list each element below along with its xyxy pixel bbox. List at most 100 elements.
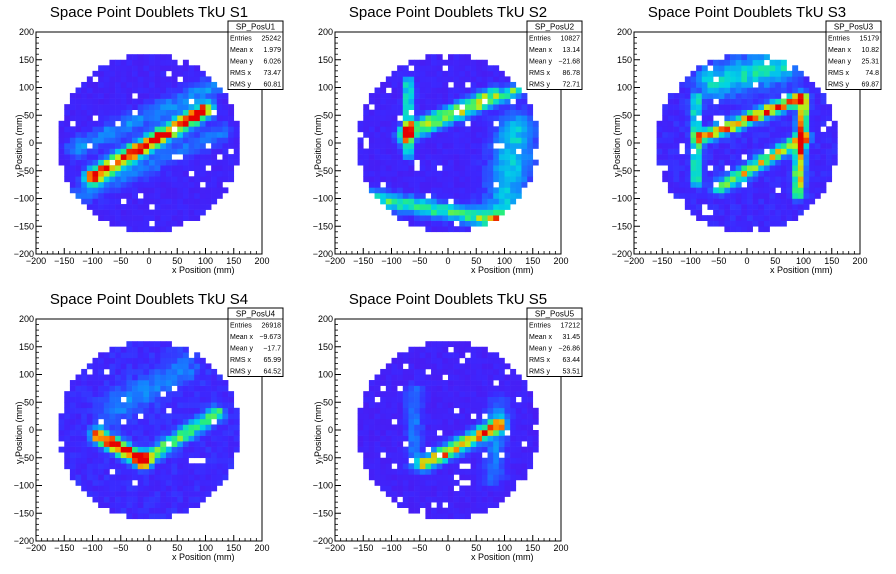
heatmap-bin xyxy=(510,463,517,470)
y-axis-title: y Position (mm) xyxy=(14,401,24,464)
heatmap-bin xyxy=(718,209,725,216)
heatmap-bin xyxy=(414,59,421,66)
heatmap-bin xyxy=(165,507,172,514)
heatmap-bin xyxy=(515,452,522,459)
heatmap-bin xyxy=(414,507,421,514)
heatmap-bin xyxy=(216,176,223,183)
heatmap-bin xyxy=(419,430,426,436)
heatmap-bin xyxy=(115,368,122,375)
heatmap-bin xyxy=(165,76,172,83)
heatmap-bin xyxy=(436,385,443,392)
heatmap-bin xyxy=(408,413,415,420)
heatmap-bin xyxy=(667,93,674,99)
heatmap-bin xyxy=(149,479,155,486)
heatmap-bin xyxy=(98,98,105,105)
heatmap-bin xyxy=(442,385,449,392)
heatmap-bin xyxy=(436,391,443,397)
heatmap-bin xyxy=(747,159,753,166)
heatmap-bin xyxy=(769,70,776,77)
heatmap-bin xyxy=(165,209,172,216)
heatmap-bin xyxy=(414,346,421,353)
heatmap-bin xyxy=(115,187,122,194)
heatmap-bin xyxy=(216,87,223,94)
heatmap-bin xyxy=(385,363,392,370)
heatmap-bin xyxy=(228,154,235,160)
heatmap-bin xyxy=(92,93,99,99)
heatmap-bin xyxy=(132,54,138,61)
heatmap-bin xyxy=(385,148,392,155)
heatmap-bin xyxy=(481,430,488,436)
heatmap-bin xyxy=(690,187,697,194)
heatmap-bin xyxy=(211,176,218,183)
heatmap-bin xyxy=(436,441,443,447)
heatmap-bin xyxy=(69,98,76,105)
heatmap-bin xyxy=(216,131,223,138)
heatmap-bin xyxy=(143,396,150,403)
heatmap-bin xyxy=(487,215,494,221)
heatmap-bin xyxy=(194,468,201,475)
heatmap-bin xyxy=(510,441,517,447)
heatmap-bin xyxy=(504,170,511,177)
heatmap-bin xyxy=(81,407,88,414)
heatmap-bin xyxy=(69,424,76,431)
heatmap-bin xyxy=(667,181,674,188)
heatmap-bin xyxy=(414,357,421,364)
heatmap-bin xyxy=(149,513,155,520)
heatmap-bin xyxy=(363,435,370,442)
heatmap-bin xyxy=(160,98,167,105)
heatmap-bin xyxy=(453,181,460,188)
heatmap-bin xyxy=(775,109,782,116)
heatmap-bin xyxy=(137,374,144,381)
heatmap-bin xyxy=(493,441,500,447)
heatmap-bin xyxy=(769,120,776,127)
heatmap-bin xyxy=(747,148,753,155)
heatmap-bin xyxy=(481,435,488,442)
histogram-pad-s5: Space Point Doublets TkU S5 −200 −200 −150… xyxy=(299,287,597,574)
heatmap-bin xyxy=(724,115,731,122)
heatmap-bin xyxy=(792,148,799,155)
heatmap-bin xyxy=(493,435,500,442)
stats-value: 6.026 xyxy=(263,59,281,66)
heatmap-bin xyxy=(476,215,483,221)
heatmap-bin xyxy=(143,204,150,210)
heatmap-bin xyxy=(182,418,189,425)
histogram-pad-s1: Space Point Doublets TkU S1 −200 −200 −150… xyxy=(0,0,298,287)
heatmap-bin xyxy=(408,76,415,83)
heatmap-bin xyxy=(69,170,76,177)
heatmap-bin xyxy=(707,198,714,205)
heatmap-bin xyxy=(64,452,71,459)
heatmap-bin xyxy=(527,131,534,138)
heatmap-bin xyxy=(115,391,122,397)
heatmap-bin xyxy=(690,198,697,205)
heatmap-bin xyxy=(391,159,398,166)
heatmap-bin xyxy=(397,463,404,470)
heatmap-bin xyxy=(470,396,477,403)
heatmap-bin xyxy=(696,126,703,133)
heatmap-bin xyxy=(115,457,122,464)
heatmap-bin xyxy=(92,413,99,420)
heatmap-bin xyxy=(707,137,714,144)
heatmap-bin xyxy=(448,435,454,442)
heatmap-bin xyxy=(414,154,421,160)
heatmap-bin xyxy=(780,209,787,216)
heatmap-bin xyxy=(137,159,144,166)
heatmap-bin xyxy=(752,181,759,188)
heatmap-bin xyxy=(786,131,793,138)
heatmap-bin xyxy=(115,374,122,381)
heatmap-bin xyxy=(75,479,82,486)
heatmap-bin xyxy=(419,396,426,403)
heatmap-bin xyxy=(459,120,466,127)
heatmap-bin xyxy=(431,441,437,447)
heatmap-bin xyxy=(211,170,218,177)
heatmap-bin xyxy=(160,452,167,459)
heatmap-bin xyxy=(69,441,76,447)
heatmap-bin xyxy=(707,204,714,210)
heatmap-bin xyxy=(75,474,82,481)
heatmap-bin xyxy=(690,209,697,216)
heatmap-bin xyxy=(684,137,691,144)
heatmap-bin xyxy=(149,507,155,514)
heatmap-bin xyxy=(69,137,76,144)
heatmap-bin xyxy=(487,87,494,94)
heatmap-bin xyxy=(436,143,443,149)
